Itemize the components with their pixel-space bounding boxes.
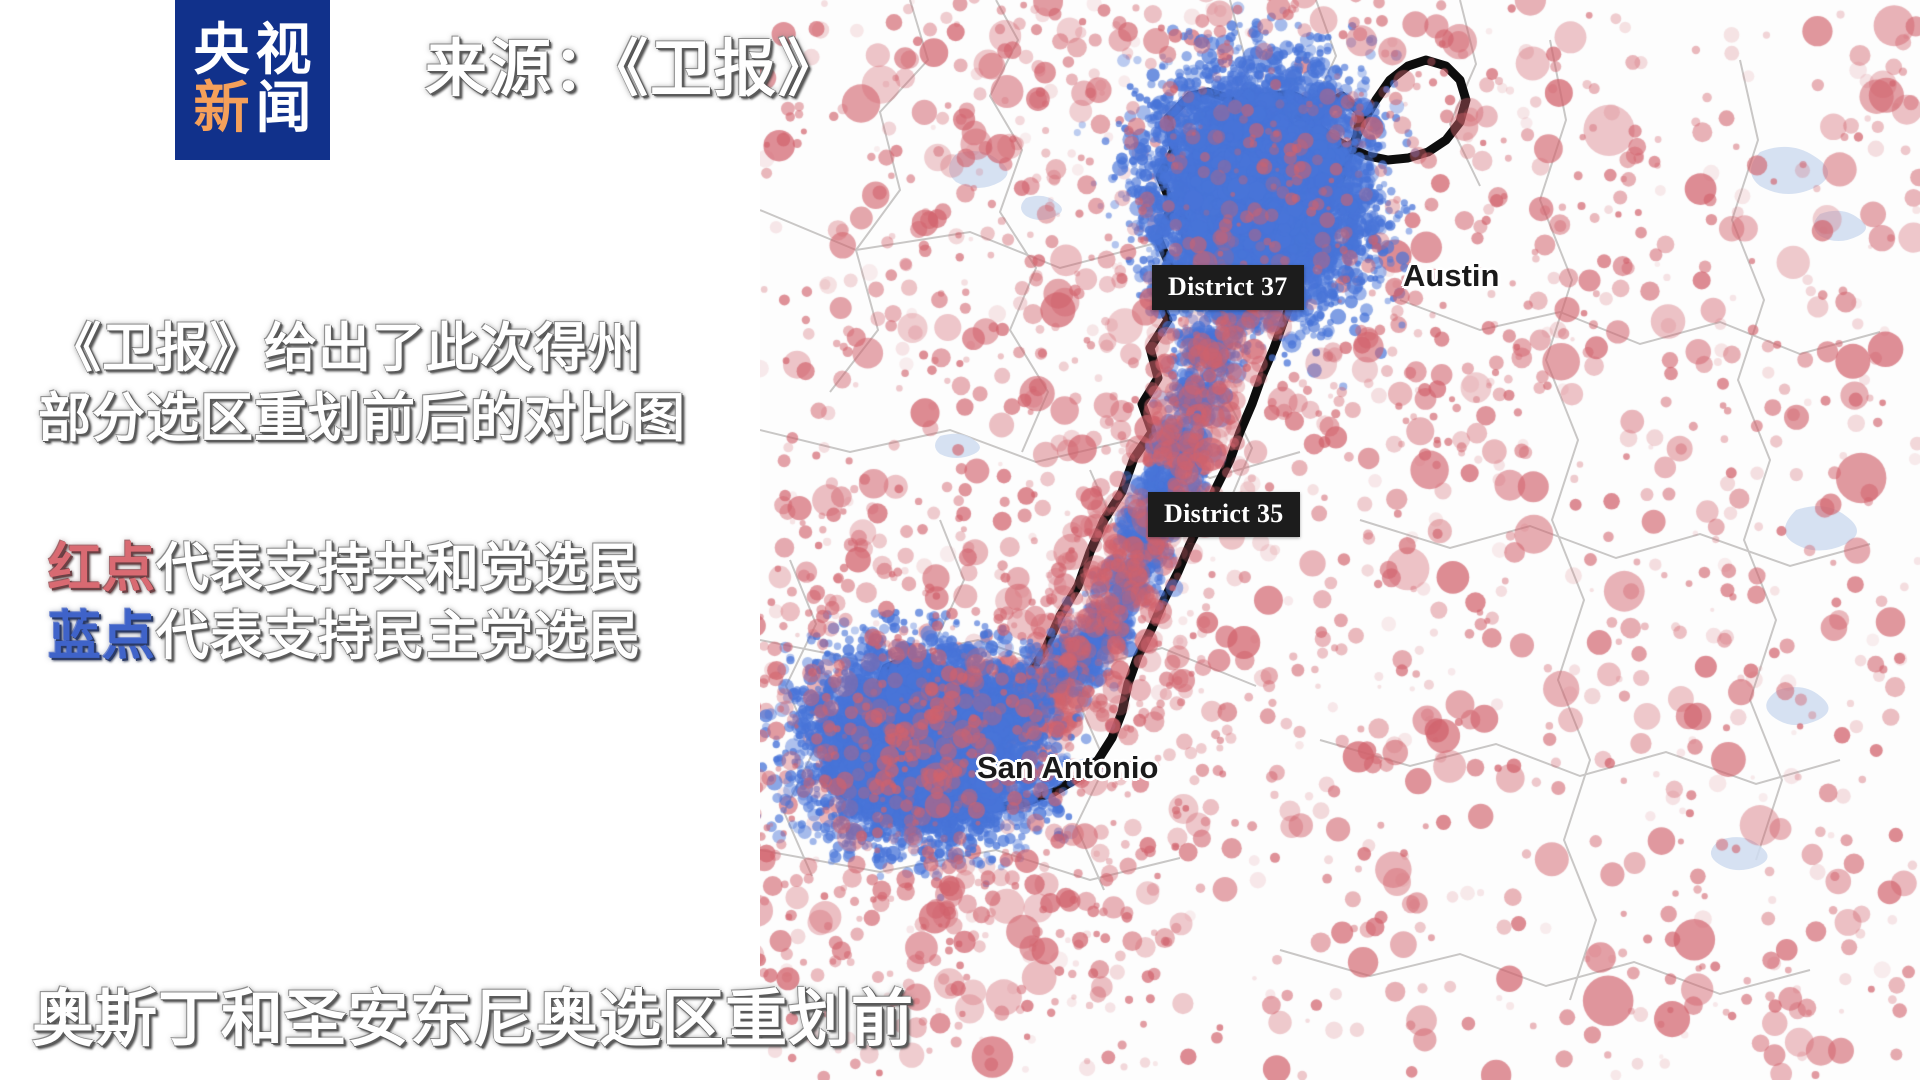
logo-row-top: 央 视	[194, 23, 312, 79]
city-label-san-antonio: San Antonio	[977, 750, 1159, 785]
body-text-block: 《卫报》给出了此次得州 部分选区重划前后的对比图	[38, 314, 686, 454]
logo-char-yang: 央	[193, 18, 250, 83]
legend-text-democrat: 代表支持民主党选民	[156, 606, 642, 667]
map-panel	[760, 0, 1920, 1080]
city-label-austin: Austin	[1403, 258, 1500, 293]
logo-char-shi: 视	[255, 18, 312, 83]
callout-district-37: District 37	[1152, 265, 1304, 310]
legend-swatch-label-red: 红点	[48, 538, 156, 599]
logo-row-bottom: 新 闻	[194, 81, 312, 137]
body-line-1: 《卫报》给出了此次得州	[48, 318, 642, 379]
source-title: 来源：《卫报》	[425, 32, 843, 105]
callout-district-35: District 35	[1148, 492, 1300, 537]
legend-item-democrat: 蓝点代表支持民主党选民	[48, 603, 642, 671]
legend-block: 红点代表支持共和党选民 蓝点代表支持民主党选民	[48, 535, 642, 671]
legend-item-republican: 红点代表支持共和党选民	[48, 535, 642, 603]
logo-char-wen: 闻	[255, 76, 312, 141]
legend-swatch-label-blue: 蓝点	[48, 606, 156, 667]
logo-char-xin: 新	[193, 76, 250, 141]
bottom-caption: 奥斯丁和圣安东尼奥选区重划前	[32, 982, 915, 1055]
cctv-news-logo: 央 视 新 闻	[175, 0, 330, 160]
body-line-2: 部分选区重划前后的对比图	[38, 388, 686, 449]
voter-dot-layer	[760, 0, 1920, 1080]
legend-text-republican: 代表支持共和党选民	[156, 538, 642, 599]
